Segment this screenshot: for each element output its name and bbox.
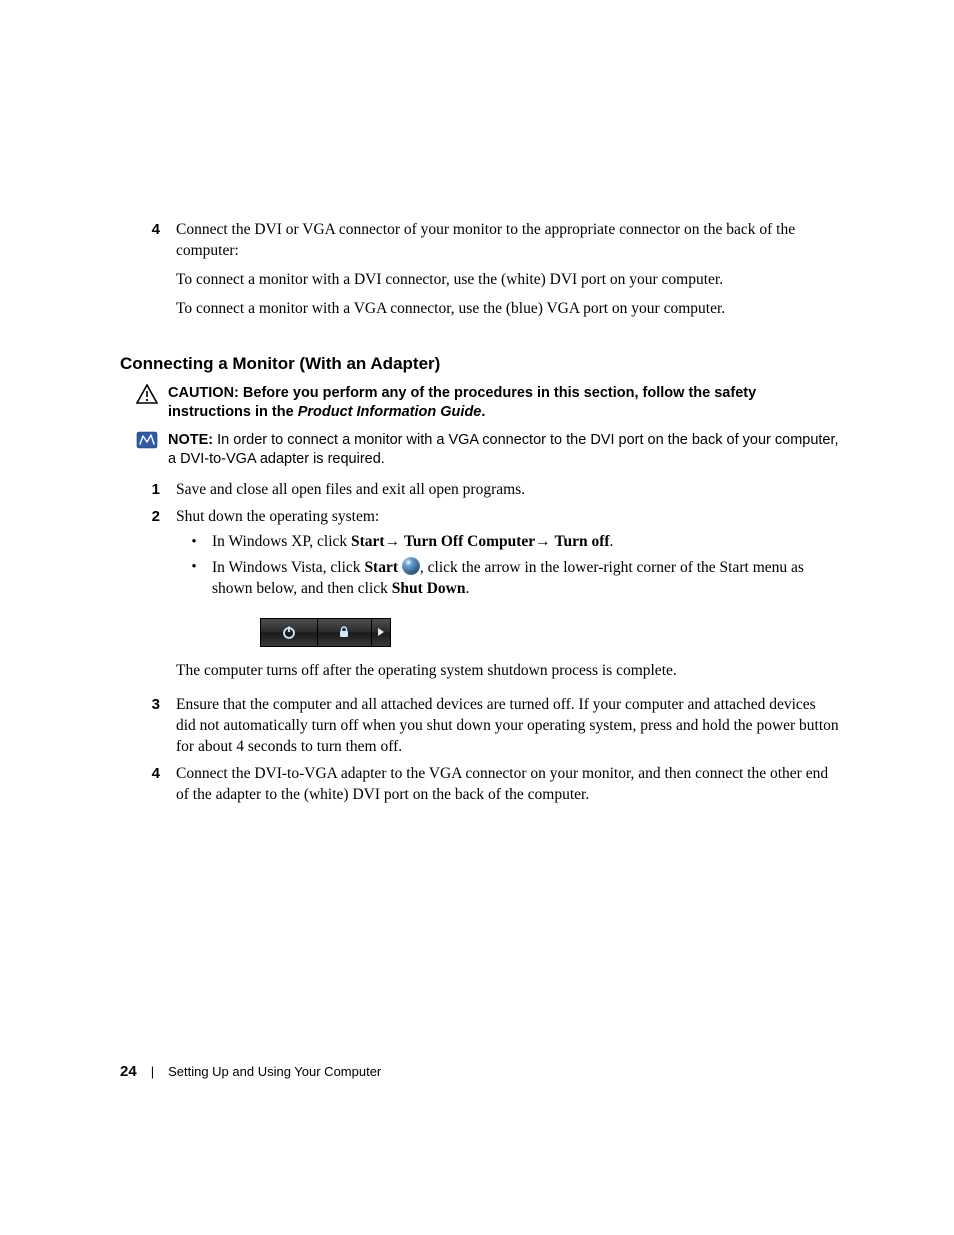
list-number: 1: [120, 480, 176, 500]
text: In Windows XP, click: [212, 533, 351, 550]
shutdown-button-widget: [260, 618, 391, 647]
ordered-item-4-top: 4 Connect the DVI or VGA connector of yo…: [120, 220, 839, 328]
step-text: Ensure that the computer and all attache…: [176, 696, 839, 755]
list-content: Shut down the operating system: • In Win…: [176, 507, 839, 690]
list-content: Save and close all open files and exit a…: [176, 480, 839, 501]
page-footer: 24 | Setting Up and Using Your Computer: [120, 1063, 381, 1080]
ordered-item-1: 1 Save and close all open files and exit…: [120, 480, 839, 501]
page: 4 Connect the DVI or VGA connector of yo…: [0, 0, 954, 1235]
chevron-right-icon: [377, 627, 385, 637]
note-text: NOTE: In order to connect a monitor with…: [168, 431, 839, 470]
ordered-item-4: 4 Connect the DVI-to-VGA adapter to the …: [120, 764, 839, 806]
footer-separator: |: [151, 1064, 154, 1079]
bullet-marker: •: [176, 557, 212, 577]
bullet-content: In Windows XP, click Start→ Turn Off Com…: [212, 532, 839, 553]
paragraph: To connect a monitor with a VGA connecto…: [176, 299, 839, 320]
shutdown-menu-arrow-cell[interactable]: [372, 619, 390, 646]
note-icon: [120, 431, 168, 449]
step-text: Shut down the operating system:: [176, 508, 379, 525]
caution-label: CAUTION:: [168, 385, 239, 401]
list-number: 2: [120, 507, 176, 527]
text: In Windows Vista, click: [212, 559, 364, 576]
note-label: NOTE:: [168, 432, 213, 448]
lock-icon: [337, 625, 351, 639]
ui-label: Turn off: [555, 533, 610, 550]
caution-text: CAUTION: Before you perform any of the p…: [168, 384, 839, 423]
text: .: [610, 533, 614, 550]
note-callout: NOTE: In order to connect a monitor with…: [120, 431, 839, 470]
paragraph: The computer turns off after the operati…: [176, 661, 839, 682]
caution-body-b: .: [481, 404, 485, 420]
list-content: Ensure that the computer and all attache…: [176, 695, 839, 758]
footer-section-title: Setting Up and Using Your Computer: [168, 1064, 381, 1079]
ordered-item-3: 3 Ensure that the computer and all attac…: [120, 695, 839, 758]
list-number: 3: [120, 695, 176, 715]
arrow: →: [385, 533, 404, 550]
bullet-item: • In Windows XP, click Start→ Turn Off C…: [176, 532, 839, 553]
caution-doc: Product Information Guide: [298, 404, 482, 420]
ordered-item-2: 2 Shut down the operating system: • In W…: [120, 507, 839, 690]
caution-icon: [120, 384, 168, 404]
note-body: In order to connect a monitor with a VGA…: [168, 432, 839, 468]
bullet-item: • In Windows Vista, click Start , click …: [176, 557, 839, 600]
power-button-cell[interactable]: [261, 619, 317, 646]
bullet-marker: •: [176, 532, 212, 552]
page-number: 24: [120, 1063, 137, 1080]
step-text: Connect the DVI-to-VGA adapter to the VG…: [176, 765, 828, 803]
power-icon: [281, 624, 297, 640]
ui-label: Shut Down: [392, 580, 466, 597]
list-content: Connect the DVI or VGA connector of your…: [176, 220, 839, 328]
ui-label: Start: [351, 533, 385, 550]
paragraph: Connect the DVI or VGA connector of your…: [176, 220, 839, 262]
section-heading: Connecting a Monitor (With an Adapter): [120, 354, 839, 374]
arrow: →: [535, 533, 554, 550]
caution-callout: CAUTION: Before you perform any of the p…: [120, 384, 839, 423]
lock-button-cell[interactable]: [318, 619, 372, 646]
list-number: 4: [120, 220, 176, 240]
ui-label: Turn Off Computer: [404, 533, 535, 550]
windows-orb-icon: [402, 557, 420, 575]
ui-label: Start: [364, 559, 398, 576]
text: .: [465, 580, 469, 597]
bullet-content: In Windows Vista, click Start , click th…: [212, 557, 839, 600]
list-number: 4: [120, 764, 176, 784]
list-content: Connect the DVI-to-VGA adapter to the VG…: [176, 764, 839, 806]
step-text: Save and close all open files and exit a…: [176, 481, 525, 498]
paragraph: To connect a monitor with a DVI connecto…: [176, 270, 839, 291]
